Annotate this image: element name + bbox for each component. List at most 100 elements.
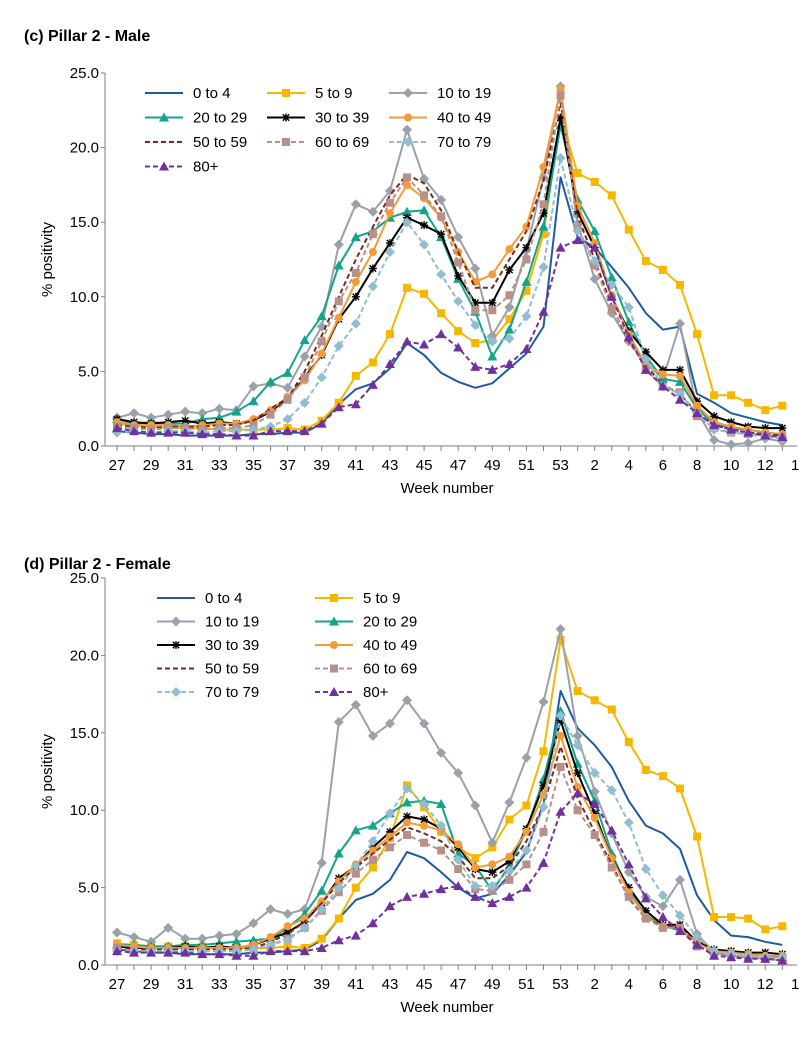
data-point — [538, 221, 549, 231]
data-point — [727, 418, 736, 427]
data-point — [675, 280, 684, 289]
data-point — [675, 365, 684, 374]
legend-label: 30 to 39 — [205, 637, 259, 654]
y-tick-label: 15.0 — [70, 214, 99, 231]
data-point — [623, 817, 634, 828]
data-point — [607, 863, 616, 872]
data-point — [488, 860, 497, 869]
x-tick-label: 33 — [211, 457, 228, 474]
legend-item: 30 to 39 — [157, 637, 259, 654]
data-point — [488, 298, 497, 307]
data-point — [693, 401, 702, 410]
data-point — [538, 306, 549, 316]
data-point — [589, 273, 600, 284]
data-point — [368, 846, 377, 855]
x-tick-label: 35 — [245, 457, 262, 474]
data-point — [470, 361, 481, 371]
data-point — [420, 815, 429, 824]
series-line — [116, 85, 783, 446]
data-point — [470, 320, 481, 331]
data-point — [658, 370, 667, 379]
data-point — [453, 768, 464, 779]
data-point — [248, 918, 259, 929]
data-point — [402, 797, 413, 807]
data-point — [282, 935, 293, 946]
data-point — [556, 91, 565, 100]
y-tick-label: 0.0 — [78, 957, 99, 974]
data-point — [367, 820, 378, 830]
data-point — [505, 815, 514, 824]
data-point — [159, 161, 169, 171]
x-tick-label: 51 — [518, 976, 535, 993]
data-point — [437, 212, 446, 221]
data-point — [623, 859, 634, 869]
legend-label: 80+ — [363, 684, 389, 701]
x-tick-label: 2 — [591, 457, 599, 474]
data-point — [403, 180, 412, 189]
legend-label: 60 to 69 — [363, 661, 417, 678]
data-point — [317, 349, 326, 358]
x-tick-label: 39 — [313, 976, 330, 993]
data-point — [504, 358, 515, 368]
legend-label: 10 to 19 — [205, 614, 259, 631]
data-point — [624, 892, 633, 901]
x-tick-label: 12 — [757, 976, 774, 993]
data-point — [265, 904, 276, 915]
data-point — [333, 935, 344, 945]
x-tick-label: 27 — [109, 457, 126, 474]
data-point — [300, 373, 309, 382]
x-tick-label: 49 — [484, 976, 501, 993]
data-point — [172, 641, 180, 649]
data-point — [471, 339, 480, 348]
x-tick-label: 14 — [791, 976, 799, 993]
data-point — [351, 869, 360, 878]
data-point — [538, 696, 549, 707]
data-point — [333, 882, 344, 893]
data-point — [403, 88, 413, 98]
series-line — [116, 88, 783, 436]
data-point — [454, 271, 463, 280]
x-tick-label: 6 — [659, 457, 667, 474]
data-point — [521, 344, 532, 354]
data-point — [657, 381, 668, 391]
data-point — [334, 914, 343, 923]
legend-item: 5 to 9 — [315, 590, 401, 607]
x-tick-label: 33 — [211, 976, 228, 993]
chart-panel-c: (c) Pillar 2 - Male 0.0 5.0 10.0 15.0 20.0 25… — [0, 0, 799, 520]
legend-item: 20 to 29 — [315, 614, 417, 631]
legend-item: 50 to 59 — [145, 134, 247, 151]
data-point — [674, 910, 685, 921]
data-point — [470, 891, 481, 901]
legend-label: 0 to 4 — [193, 85, 231, 102]
data-point — [522, 286, 531, 295]
data-point — [453, 342, 464, 352]
data-point — [197, 933, 208, 944]
series-line — [116, 157, 783, 440]
data-point — [283, 922, 292, 931]
legend-item: 5 to 9 — [267, 85, 353, 102]
data-point — [367, 836, 378, 847]
data-point — [641, 765, 650, 774]
x-tick-label: 41 — [347, 976, 364, 993]
data-point — [385, 209, 394, 218]
data-point — [282, 113, 290, 122]
data-point — [453, 881, 464, 891]
data-point — [487, 364, 498, 374]
axes: 0.05.010.015.020.025.027 29 31 33 35 37 39 41 43… — [39, 65, 799, 497]
data-point — [674, 874, 685, 885]
series-line — [116, 239, 783, 438]
data-point — [589, 799, 600, 809]
data-point — [282, 382, 293, 393]
data-point — [317, 897, 326, 906]
data-point — [555, 153, 566, 164]
data-point — [607, 705, 616, 714]
data-point — [350, 860, 361, 871]
x-tick-label: 29 — [143, 457, 160, 474]
data-point — [522, 860, 531, 869]
data-point — [505, 245, 514, 254]
data-point — [521, 276, 532, 286]
x-tick-label: 4 — [625, 976, 633, 993]
data-point — [350, 318, 361, 329]
data-point — [555, 242, 566, 252]
data-point — [607, 304, 616, 313]
